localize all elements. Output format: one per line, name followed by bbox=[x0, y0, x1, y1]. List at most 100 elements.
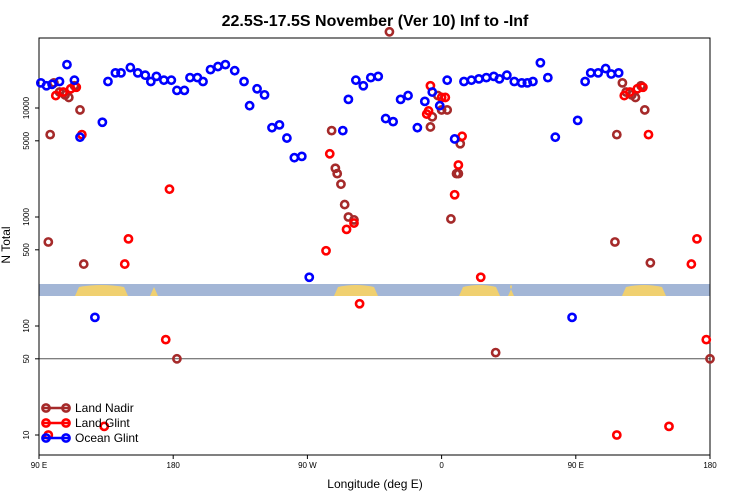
series-land-glint bbox=[43, 80, 712, 440]
point-ocean-glint bbox=[343, 94, 354, 105]
point-land-glint bbox=[164, 184, 175, 195]
point-ocean-glint bbox=[380, 113, 391, 124]
y-tick-label: 10 bbox=[22, 430, 31, 439]
point-land-nadir bbox=[75, 105, 85, 115]
point-land-glint bbox=[160, 334, 171, 345]
point-land-nadir bbox=[45, 129, 56, 140]
point-ocean-glint bbox=[220, 59, 231, 70]
x-tick-label: 0 bbox=[439, 461, 444, 470]
map-land-patch bbox=[508, 285, 514, 296]
point-ocean-glint bbox=[567, 312, 577, 323]
point-land-nadir bbox=[705, 353, 715, 364]
point-ocean-glint bbox=[304, 272, 315, 283]
point-land-nadir bbox=[339, 199, 350, 210]
point-ocean-glint bbox=[110, 67, 121, 78]
point-land-glint bbox=[341, 224, 352, 235]
point-land-glint bbox=[50, 90, 61, 101]
point-ocean-glint bbox=[166, 75, 177, 86]
plot-frame bbox=[38, 37, 711, 456]
point-ocean-glint bbox=[593, 67, 604, 78]
x-tick-label: 90 W bbox=[298, 461, 317, 470]
y-axis: 10 50 100 500 1000 5000 10000 bbox=[22, 96, 39, 439]
y-axis-label: N Total bbox=[0, 226, 13, 263]
point-ocean-glint bbox=[179, 85, 190, 96]
data-points bbox=[35, 26, 715, 440]
legend-marker-land-nadir bbox=[61, 403, 71, 413]
y-tick-label: 5000 bbox=[22, 131, 31, 149]
point-land-nadir bbox=[63, 92, 74, 103]
map-land-patch bbox=[150, 285, 158, 296]
point-ocean-glint bbox=[90, 312, 100, 323]
y-tick-label: 500 bbox=[22, 243, 31, 257]
y-tick-label: 1000 bbox=[22, 208, 31, 226]
x-tick-label: 90 E bbox=[31, 461, 47, 470]
point-ocean-glint bbox=[528, 76, 538, 87]
point-ocean-glint bbox=[259, 89, 270, 100]
point-ocean-glint bbox=[54, 76, 65, 87]
point-land-glint bbox=[354, 298, 365, 309]
point-ocean-glint bbox=[522, 77, 533, 88]
point-land-glint bbox=[58, 87, 69, 97]
point-ocean-glint bbox=[198, 76, 208, 87]
legend-marker-land-glint bbox=[61, 418, 71, 428]
point-land-glint bbox=[423, 106, 434, 116]
point-land-nadir bbox=[446, 214, 456, 224]
x-axis-label: Longitude (deg E) bbox=[327, 477, 422, 491]
chart-title: 22.5S-17.5S November (Ver 10) Inf to -In… bbox=[222, 13, 529, 30]
point-ocean-glint bbox=[140, 70, 151, 81]
point-ocean-glint bbox=[244, 100, 255, 111]
legend-marker-land-nadir bbox=[41, 403, 51, 413]
legend-label-ocean-glint: Ocean Glint bbox=[75, 431, 139, 445]
point-ocean-glint bbox=[151, 71, 162, 82]
point-ocean-glint bbox=[69, 75, 80, 86]
point-ocean-glint bbox=[274, 119, 285, 130]
map-land-patch bbox=[459, 285, 500, 296]
point-ocean-glint bbox=[395, 94, 406, 105]
x-tick-label: 90 E bbox=[568, 461, 584, 470]
point-land-nadir bbox=[384, 26, 395, 37]
point-ocean-glint bbox=[535, 57, 546, 68]
point-ocean-glint bbox=[427, 87, 438, 97]
point-ocean-glint bbox=[572, 115, 583, 126]
point-land-glint bbox=[453, 160, 464, 170]
map-land-patch bbox=[622, 285, 666, 296]
series-land-nadir bbox=[43, 26, 715, 364]
point-ocean-glint bbox=[62, 59, 72, 70]
point-ocean-glint bbox=[501, 70, 512, 81]
y-tick-label: 10000 bbox=[22, 96, 31, 119]
point-ocean-glint bbox=[388, 116, 399, 127]
point-land-glint bbox=[664, 421, 674, 432]
point-ocean-glint bbox=[239, 76, 249, 87]
point-ocean-glint bbox=[252, 83, 262, 94]
point-land-glint bbox=[119, 259, 130, 269]
map-land-patch bbox=[334, 285, 378, 296]
point-ocean-glint bbox=[229, 65, 240, 76]
point-land-glint bbox=[324, 148, 335, 159]
legend-label-land-glint: Land Glint bbox=[75, 416, 130, 430]
point-ocean-glint bbox=[373, 71, 384, 82]
point-ocean-glint bbox=[103, 76, 113, 87]
point-land-nadir bbox=[326, 125, 337, 136]
point-ocean-glint bbox=[600, 63, 611, 74]
point-land-nadir bbox=[645, 257, 656, 268]
point-ocean-glint bbox=[542, 72, 553, 83]
point-land-nadir bbox=[442, 105, 453, 115]
point-ocean-glint bbox=[434, 100, 445, 111]
point-ocean-glint bbox=[412, 122, 423, 133]
x-tick-label: 180 bbox=[703, 461, 717, 470]
point-land-glint bbox=[638, 82, 648, 93]
point-land-nadir bbox=[336, 179, 346, 190]
point-ocean-glint bbox=[145, 76, 156, 87]
point-ocean-glint bbox=[97, 117, 108, 128]
point-land-glint bbox=[701, 334, 712, 345]
legend-marker-ocean-glint bbox=[61, 433, 71, 443]
point-ocean-glint bbox=[205, 64, 216, 75]
point-land-glint bbox=[349, 218, 359, 228]
point-land-nadir bbox=[611, 129, 622, 140]
point-land-nadir bbox=[43, 237, 54, 247]
point-land-glint bbox=[475, 272, 486, 283]
point-land-glint bbox=[440, 92, 451, 103]
point-land-glint bbox=[449, 189, 460, 200]
point-land-nadir bbox=[453, 168, 464, 179]
